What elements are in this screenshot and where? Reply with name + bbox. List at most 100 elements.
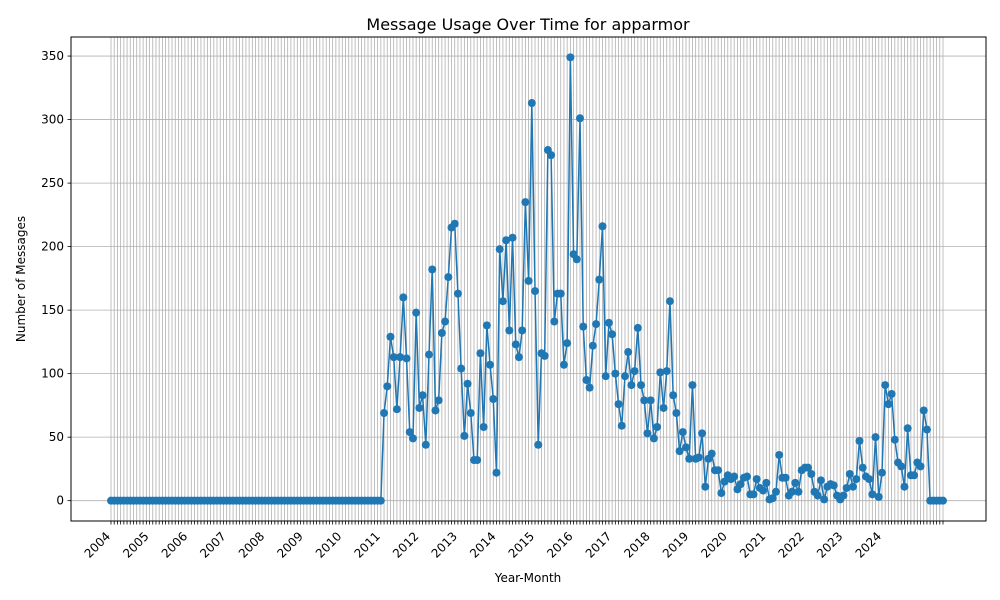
data-point bbox=[707, 449, 716, 458]
data-point bbox=[749, 490, 758, 499]
data-point bbox=[678, 428, 687, 437]
data-point bbox=[550, 317, 559, 326]
data-point bbox=[402, 354, 411, 363]
x-tick-label: 2015 bbox=[506, 529, 537, 560]
data-point bbox=[868, 490, 877, 499]
data-point bbox=[762, 478, 771, 487]
data-point bbox=[816, 476, 825, 485]
data-point bbox=[804, 463, 813, 472]
data-point bbox=[444, 273, 453, 282]
data-point bbox=[865, 475, 874, 484]
data-point bbox=[633, 323, 642, 332]
data-point bbox=[531, 287, 540, 296]
x-tick-label: 2014 bbox=[467, 529, 498, 560]
data-point bbox=[871, 433, 880, 442]
data-point bbox=[405, 428, 414, 437]
data-point bbox=[376, 496, 385, 505]
data-point bbox=[624, 348, 633, 357]
data-point bbox=[794, 487, 803, 496]
data-point bbox=[547, 151, 556, 160]
data-point bbox=[495, 245, 504, 254]
data-point bbox=[820, 495, 829, 504]
data-point bbox=[688, 381, 697, 390]
y-tick-label: 0 bbox=[56, 494, 64, 508]
data-point bbox=[498, 297, 507, 306]
data-point bbox=[646, 396, 655, 405]
data-point bbox=[910, 471, 919, 480]
data-point bbox=[919, 406, 928, 415]
data-point bbox=[608, 330, 617, 339]
data-point bbox=[736, 480, 745, 489]
data-point bbox=[627, 381, 636, 390]
data-point bbox=[473, 456, 482, 465]
y-axis-label: Number of Messages bbox=[14, 216, 28, 342]
data-point bbox=[884, 400, 893, 409]
data-point bbox=[572, 255, 581, 264]
data-point bbox=[714, 466, 723, 475]
data-point bbox=[486, 360, 495, 369]
data-point bbox=[781, 473, 790, 482]
data-point bbox=[743, 472, 752, 481]
data-point bbox=[771, 487, 780, 496]
x-axis-ticks: 2004 2005 2006 2007 2008 2009 2010 2011 2012 2013… bbox=[82, 521, 944, 561]
data-point bbox=[527, 99, 536, 108]
data-point bbox=[579, 322, 588, 331]
data-point bbox=[640, 396, 649, 405]
data-point bbox=[457, 364, 466, 373]
x-tick-label: 2016 bbox=[544, 529, 575, 560]
x-tick-label: 2005 bbox=[120, 529, 151, 560]
y-tick-label: 150 bbox=[41, 303, 64, 317]
data-point bbox=[813, 491, 822, 500]
data-point bbox=[939, 496, 947, 505]
data-point bbox=[511, 340, 520, 349]
data-point bbox=[877, 468, 886, 477]
grid-layer bbox=[71, 37, 986, 521]
data-point bbox=[922, 425, 931, 434]
data-point bbox=[759, 486, 768, 495]
data-point bbox=[463, 379, 472, 388]
data-point bbox=[672, 409, 681, 418]
data-point bbox=[852, 475, 861, 484]
x-tick-label: 2022 bbox=[775, 529, 806, 560]
data-point bbox=[434, 396, 443, 405]
data-point bbox=[421, 440, 430, 449]
x-tick-label: 2013 bbox=[429, 529, 460, 560]
data-point bbox=[903, 424, 912, 433]
data-point bbox=[685, 454, 694, 463]
data-point bbox=[669, 391, 678, 400]
data-point bbox=[476, 349, 485, 358]
data-point bbox=[855, 436, 864, 445]
series-layer bbox=[107, 53, 947, 505]
data-point bbox=[916, 462, 925, 471]
data-point bbox=[881, 381, 890, 390]
x-tick-label: 2006 bbox=[159, 529, 190, 560]
data-point bbox=[595, 275, 604, 284]
data-point bbox=[563, 339, 572, 348]
data-point bbox=[720, 477, 729, 486]
data-point bbox=[559, 360, 568, 369]
data-point bbox=[842, 483, 851, 492]
data-point bbox=[412, 308, 421, 317]
data-point bbox=[592, 320, 601, 329]
data-point bbox=[431, 406, 440, 415]
x-tick-label: 2021 bbox=[737, 529, 768, 560]
data-point bbox=[566, 53, 575, 62]
data-point bbox=[524, 276, 533, 285]
data-point bbox=[849, 482, 858, 491]
data-point bbox=[598, 222, 607, 231]
data-point bbox=[415, 403, 424, 412]
data-point bbox=[675, 447, 684, 456]
x-tick-label: 2012 bbox=[390, 529, 421, 560]
x-tick-label: 2009 bbox=[274, 529, 305, 560]
data-point bbox=[614, 400, 623, 409]
x-tick-label: 2007 bbox=[197, 529, 228, 560]
y-tick-label: 200 bbox=[41, 240, 64, 254]
data-point bbox=[604, 318, 613, 327]
data-point bbox=[698, 429, 707, 438]
x-tick-label: 2004 bbox=[82, 529, 113, 560]
data-point bbox=[585, 383, 594, 392]
data-point bbox=[717, 489, 726, 498]
data-point bbox=[768, 494, 777, 503]
data-point bbox=[897, 462, 906, 471]
